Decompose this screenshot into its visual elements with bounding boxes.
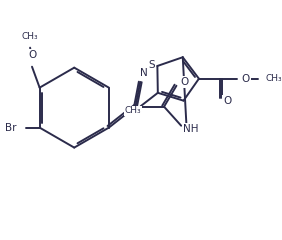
Text: O: O bbox=[223, 96, 232, 106]
Text: Br: Br bbox=[5, 123, 17, 133]
Text: O: O bbox=[242, 74, 250, 84]
Text: CH₃: CH₃ bbox=[22, 32, 38, 41]
Text: CH₃: CH₃ bbox=[125, 106, 141, 115]
Text: N: N bbox=[140, 68, 148, 78]
Text: S: S bbox=[148, 60, 155, 70]
Text: NH: NH bbox=[183, 124, 199, 134]
Text: O: O bbox=[28, 50, 36, 60]
Text: O: O bbox=[180, 77, 188, 87]
Text: CH₃: CH₃ bbox=[266, 74, 282, 83]
